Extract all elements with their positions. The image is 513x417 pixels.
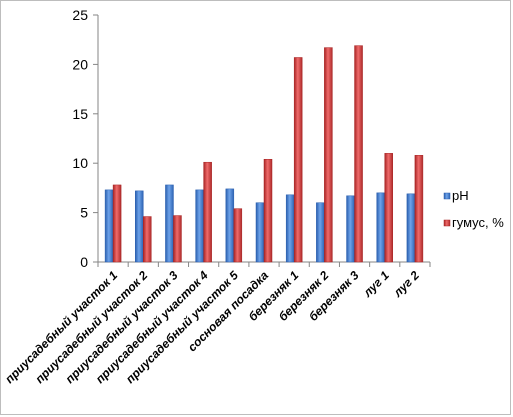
legend-swatch-humus <box>443 219 451 227</box>
bars <box>104 45 424 263</box>
bar-ph <box>255 202 265 263</box>
bar-humus <box>414 155 424 263</box>
bar-humus <box>112 184 122 263</box>
bar-humus <box>203 161 212 263</box>
y-tick-label: 0 <box>80 254 88 270</box>
bar-ph <box>195 189 204 263</box>
bar-humus <box>293 57 303 263</box>
bar-ph <box>316 202 325 263</box>
bar-ph <box>225 188 235 263</box>
bar-humus <box>233 208 243 263</box>
y-tick-label: 25 <box>72 7 88 23</box>
bar-humus <box>384 153 393 263</box>
legend-label-humus: гумус, % <box>452 215 504 230</box>
bar-ph <box>346 195 355 263</box>
y-tick-label: 15 <box>72 106 88 122</box>
bar-humus <box>324 47 333 263</box>
x-category-label: луг 2 <box>390 268 422 300</box>
x-category-label: луг 1 <box>360 268 392 300</box>
bar-ph <box>376 192 385 263</box>
bar-ph <box>165 184 174 263</box>
bar-ph <box>406 193 416 263</box>
legend-swatch-ph <box>443 192 451 200</box>
y-tick-label: 20 <box>72 56 88 72</box>
bar-ph <box>285 194 295 263</box>
bar-humus <box>143 216 152 263</box>
legend-label-ph: pH <box>452 188 469 203</box>
legend: pH гумус, % <box>443 188 504 230</box>
bar-ph <box>135 190 144 263</box>
bar-humus <box>354 45 363 263</box>
axes: 0 5 10 15 20 25 <box>72 7 431 270</box>
bar-humus <box>173 215 182 263</box>
y-tick-label: 10 <box>72 155 88 171</box>
bar-ph <box>104 189 114 263</box>
bar-humus <box>263 158 273 263</box>
y-tick-label: 5 <box>80 205 88 221</box>
